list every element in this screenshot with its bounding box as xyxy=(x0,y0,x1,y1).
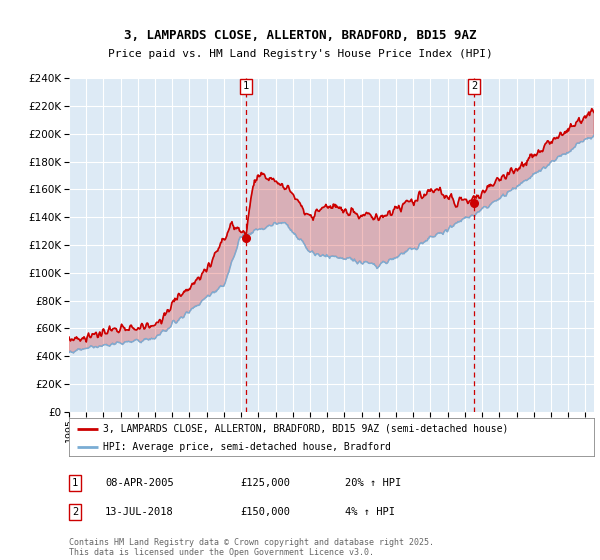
Text: 2: 2 xyxy=(72,507,78,517)
Text: £150,000: £150,000 xyxy=(240,507,290,517)
Text: 13-JUL-2018: 13-JUL-2018 xyxy=(105,507,174,517)
Text: Contains HM Land Registry data © Crown copyright and database right 2025.
This d: Contains HM Land Registry data © Crown c… xyxy=(69,538,434,557)
Text: 1: 1 xyxy=(242,81,249,91)
Text: 20% ↑ HPI: 20% ↑ HPI xyxy=(345,478,401,488)
Text: 08-APR-2005: 08-APR-2005 xyxy=(105,478,174,488)
Text: £125,000: £125,000 xyxy=(240,478,290,488)
Text: 3, LAMPARDS CLOSE, ALLERTON, BRADFORD, BD15 9AZ: 3, LAMPARDS CLOSE, ALLERTON, BRADFORD, B… xyxy=(124,29,476,42)
Text: 3, LAMPARDS CLOSE, ALLERTON, BRADFORD, BD15 9AZ (semi-detached house): 3, LAMPARDS CLOSE, ALLERTON, BRADFORD, B… xyxy=(103,423,509,433)
Text: Price paid vs. HM Land Registry's House Price Index (HPI): Price paid vs. HM Land Registry's House … xyxy=(107,49,493,59)
Text: 1: 1 xyxy=(72,478,78,488)
Text: 4% ↑ HPI: 4% ↑ HPI xyxy=(345,507,395,517)
Text: HPI: Average price, semi-detached house, Bradford: HPI: Average price, semi-detached house,… xyxy=(103,442,391,452)
Text: 2: 2 xyxy=(471,81,477,91)
